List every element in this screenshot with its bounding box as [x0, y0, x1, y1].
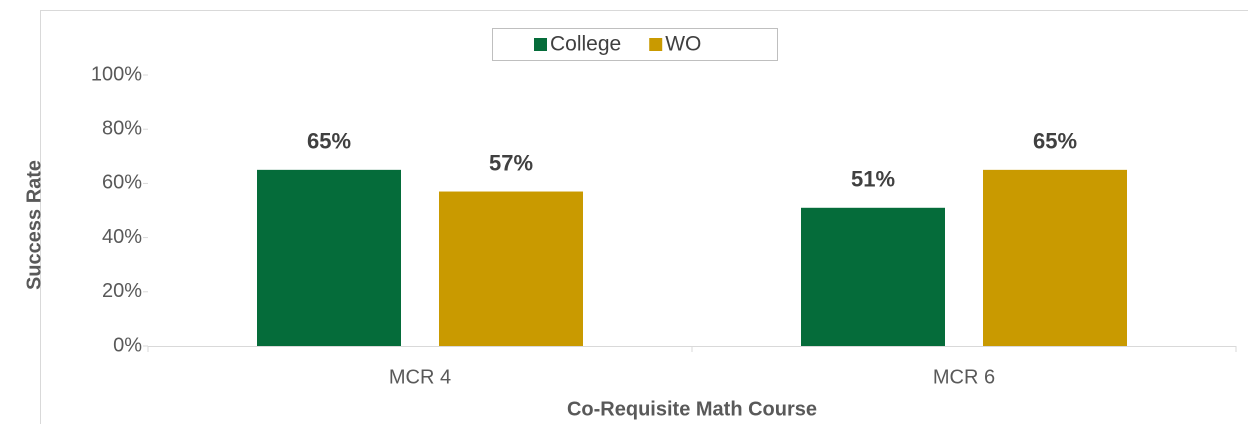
- legend-label: College: [550, 33, 621, 56]
- value-label: 65%: [307, 129, 351, 154]
- y-tick-label: 0%: [113, 334, 142, 356]
- x-axis-label: Co-Requisite Math Course: [567, 398, 817, 420]
- chart-frame: [40, 10, 1248, 424]
- value-label: 65%: [1033, 129, 1077, 154]
- y-tick-label: 100%: [91, 63, 142, 85]
- bar: [439, 191, 583, 346]
- bar: [257, 169, 401, 346]
- y-axis-label: Success Rate: [23, 160, 45, 290]
- bar: [801, 207, 945, 346]
- y-tick-label: 80%: [102, 117, 142, 139]
- x-tick-label: MCR 4: [389, 366, 451, 388]
- value-label: 51%: [851, 167, 895, 192]
- bar: [983, 169, 1127, 346]
- y-tick-label: 20%: [102, 280, 142, 302]
- legend-label: WO: [665, 33, 701, 56]
- x-tick-label: MCR 6: [933, 366, 995, 388]
- y-tick-label: 60%: [102, 172, 142, 194]
- legend-swatch: [534, 38, 547, 51]
- value-label: 57%: [489, 150, 533, 175]
- legend-swatch: [649, 38, 663, 51]
- y-tick-label: 40%: [102, 226, 142, 248]
